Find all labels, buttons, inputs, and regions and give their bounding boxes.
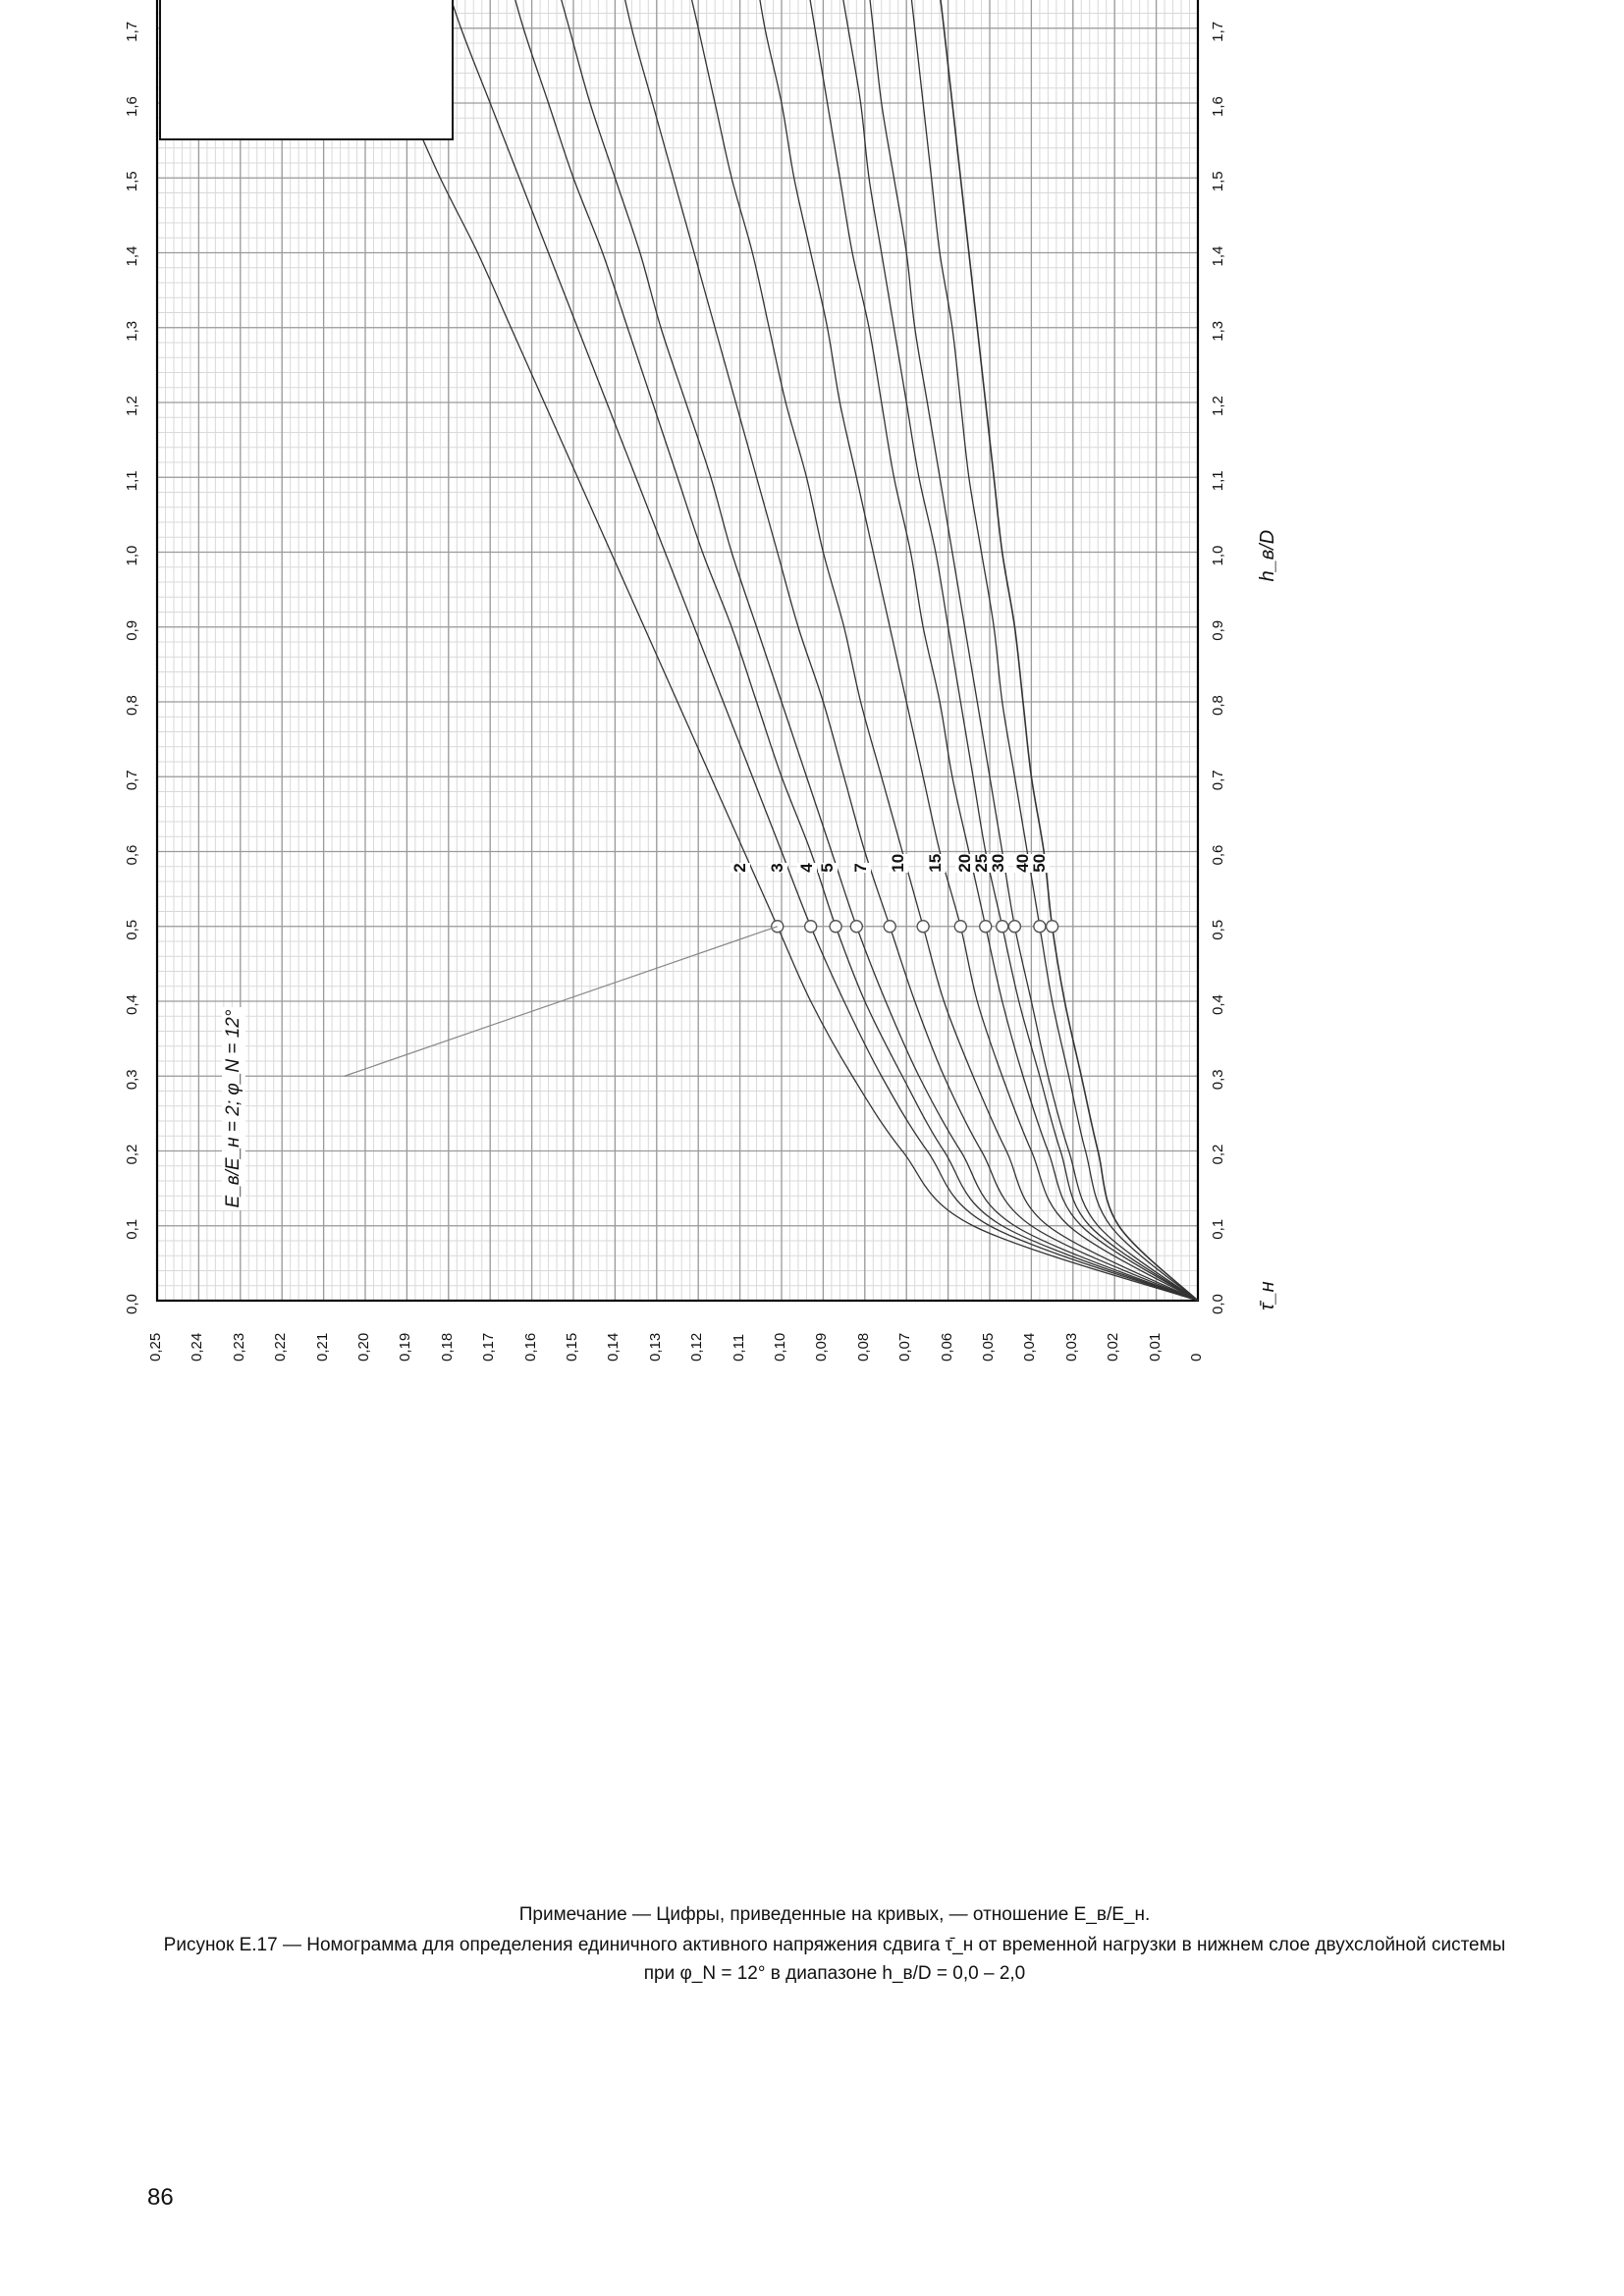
tick-label: 0,08 xyxy=(855,1333,872,1362)
tick-label: 0,20 xyxy=(355,1333,372,1362)
tick-label: 0,1 xyxy=(1210,1219,1226,1240)
tick-label: 0,15 xyxy=(564,1333,580,1362)
tick-label: 0,1 xyxy=(124,1219,140,1240)
curve-marker-4 xyxy=(830,921,841,933)
curve-marker-20 xyxy=(980,921,992,933)
tick-label: 0,0 xyxy=(124,1294,140,1314)
tick-label: 1,3 xyxy=(1210,321,1226,342)
tick-label: 0,22 xyxy=(272,1333,289,1362)
tick-label: 0,6 xyxy=(1210,845,1226,866)
tick-label: 1,0 xyxy=(124,546,140,566)
tick-label: 0,18 xyxy=(439,1333,456,1362)
curve-marker-50 xyxy=(1047,921,1058,933)
figure-title-text: Рисунок E.17 — Номограмма для определени… xyxy=(147,1932,1522,1960)
curve-marker-30 xyxy=(1008,921,1020,933)
curve-number-label-30: 30 xyxy=(989,854,1008,873)
tick-label: 0,24 xyxy=(189,1333,205,1362)
nomogram-plot-area[interactable]: 0,0 0,1 0,2 0,3 0,4 0,5 0,6 0,7 0,8 0,9 1,0 1,1 1,2 1… xyxy=(147,0,1306,1394)
tick-label: 1,2 xyxy=(124,396,140,416)
tick-label: 0,23 xyxy=(231,1333,247,1362)
page-number: 86 xyxy=(147,2184,174,2212)
tick-label: 0,14 xyxy=(605,1333,622,1362)
tick-label: 0,8 xyxy=(1210,695,1226,716)
curve-marker-10 xyxy=(917,921,929,933)
curve-marker-3 xyxy=(805,921,817,933)
tick-label: 0,07 xyxy=(896,1333,913,1362)
curve-number-label-15: 15 xyxy=(926,854,946,873)
figure-note-text: Примечание — Цифры, приведенные на кривы… xyxy=(147,1904,1522,1926)
tick-label: 1,5 xyxy=(124,171,140,191)
tick-label: 0,11 xyxy=(731,1334,747,1362)
nomogram-svg xyxy=(147,0,1306,1394)
curve-marker-15 xyxy=(954,921,966,933)
tick-label: 1,2 xyxy=(1210,396,1226,416)
y-axis-label: τ̄_н xyxy=(1257,1281,1279,1310)
tick-label: 0,12 xyxy=(688,1333,705,1362)
tick-label: 0,01 xyxy=(1147,1333,1164,1362)
tick-label: 0,2 xyxy=(124,1145,140,1165)
tick-label: 0,03 xyxy=(1063,1333,1080,1362)
curve-marker-5 xyxy=(850,921,862,933)
legend-annotation-text: E_в/E_н = 2; φ_N = 12° xyxy=(222,1007,245,1211)
tick-label: 0,21 xyxy=(314,1333,331,1362)
tick-label: 0,05 xyxy=(980,1333,997,1362)
tick-label: 1,7 xyxy=(1210,22,1226,42)
curve-number-label-7: 7 xyxy=(851,863,871,872)
tick-label: 1,6 xyxy=(1210,96,1226,117)
tick-label: 0,7 xyxy=(124,770,140,790)
tick-label: 0,02 xyxy=(1105,1333,1121,1362)
curve-number-label-2: 2 xyxy=(731,863,750,872)
tick-label: 0,8 xyxy=(124,695,140,716)
tick-label: 0,2 xyxy=(1210,1145,1226,1165)
tick-label: 0,4 xyxy=(1210,994,1226,1015)
tick-label: 0,7 xyxy=(1210,770,1226,790)
curve-marker-7 xyxy=(884,921,895,933)
curve-marker-40 xyxy=(1034,921,1046,933)
curve-number-label-10: 10 xyxy=(889,854,908,873)
tick-label: 0,0 xyxy=(1210,1294,1226,1314)
tick-label: 1,3 xyxy=(124,321,140,342)
inset-diagram xyxy=(159,0,454,140)
tick-label: 0,9 xyxy=(1210,620,1226,641)
tick-label: 0,6 xyxy=(124,845,140,866)
tick-label: 0,17 xyxy=(480,1333,497,1362)
tick-label: 0,5 xyxy=(1210,920,1226,940)
figure-subtitle-text: при φ_N = 12° в диапазоне h_в/D = 0,0 – … xyxy=(147,1960,1522,1989)
tick-label: 0,25 xyxy=(147,1333,164,1362)
tick-label: 0,19 xyxy=(397,1333,413,1362)
tick-label: 0,3 xyxy=(1210,1069,1226,1090)
tick-label: 0,4 xyxy=(124,994,140,1015)
figure-caption-block: Примечание — Цифры, приведенные на кривы… xyxy=(147,1904,1522,1988)
x-axis-label: h_в/D xyxy=(1257,530,1279,582)
tick-label: 1,4 xyxy=(1210,246,1226,267)
tick-label: 0 xyxy=(1188,1354,1205,1362)
chart-rotated-wrapper: 0,0 0,1 0,2 0,3 0,4 0,5 0,6 0,7 0,8 0,9 1,0 1,1 1,2 1… xyxy=(147,0,1306,1394)
curve-number-label-50: 50 xyxy=(1030,854,1050,873)
tick-label: 0,04 xyxy=(1021,1333,1038,1362)
tick-label: 0,16 xyxy=(522,1333,539,1362)
curve-number-label-5: 5 xyxy=(818,863,838,872)
tick-label: 1,1 xyxy=(124,470,140,491)
tick-label: 1,7 xyxy=(124,22,140,42)
curve-marker-25 xyxy=(997,921,1008,933)
tick-label: 0,06 xyxy=(939,1333,955,1362)
tick-label: 1,6 xyxy=(124,96,140,117)
tick-label: 0,10 xyxy=(772,1333,788,1362)
tick-label: 1,5 xyxy=(1210,171,1226,191)
tick-label: 0,09 xyxy=(813,1333,830,1362)
tick-label: 0,13 xyxy=(647,1333,664,1362)
tick-label: 1,0 xyxy=(1210,546,1226,566)
tick-label: 1,1 xyxy=(1210,470,1226,491)
tick-label: 0,9 xyxy=(124,620,140,641)
curve-number-label-3: 3 xyxy=(768,863,787,872)
tick-label: 0,5 xyxy=(124,920,140,940)
curve-number-label-4: 4 xyxy=(797,863,817,872)
tick-label: 1,4 xyxy=(124,246,140,267)
chart-container: 0,0 0,1 0,2 0,3 0,4 0,5 0,6 0,7 0,8 0,9 1,0 1,1 1,2 1… xyxy=(147,236,1306,1845)
tick-label: 0,3 xyxy=(124,1069,140,1090)
